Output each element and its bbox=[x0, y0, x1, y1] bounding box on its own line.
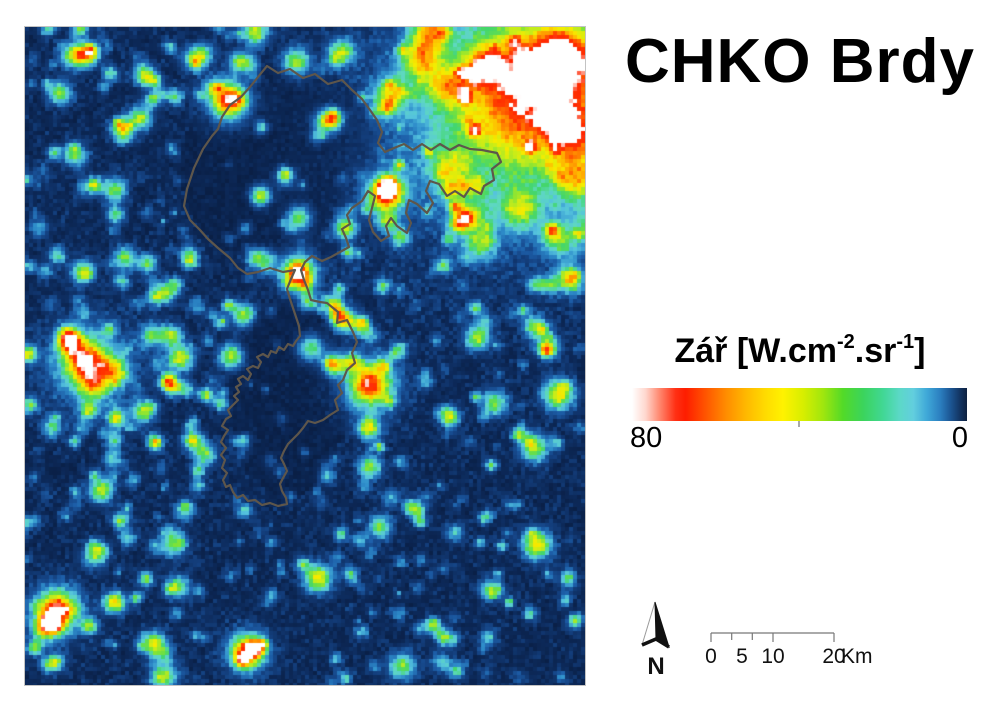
north-arrow-left-edge bbox=[641, 601, 656, 646]
legend-max-label: 80 bbox=[630, 422, 663, 454]
legend-title-sr: .sr bbox=[854, 332, 897, 370]
radiance-map bbox=[24, 26, 586, 686]
scale-unit-label: Km bbox=[841, 645, 873, 668]
scale-label-5: 5 bbox=[736, 645, 748, 668]
radiance-heatmap-canvas bbox=[25, 27, 585, 685]
north-arrow: N bbox=[641, 601, 670, 680]
scale-label-20: 20 bbox=[822, 645, 845, 668]
legend-title: Zář [W.cm-2.sr-1] bbox=[590, 330, 1000, 371]
chko-brdy-boundary-outline bbox=[182, 64, 503, 508]
legend-gradient-bar bbox=[632, 388, 967, 421]
chko-boundary-overlay bbox=[182, 64, 503, 508]
page-title: CHKO Brdy bbox=[624, 27, 976, 96]
legend-title-text: Zář [W.cm bbox=[674, 332, 837, 370]
legend-mid-tick bbox=[798, 421, 800, 427]
north-label: N bbox=[647, 653, 664, 680]
scale-label-10: 10 bbox=[761, 645, 784, 668]
legend-min-label: 0 bbox=[951, 422, 968, 454]
north-arrow-chevron bbox=[641, 637, 670, 649]
scale-bar-ticks bbox=[710, 632, 835, 642]
scale-bar: 0 5 10 20 Km bbox=[705, 632, 873, 668]
legend-title-sup-2: -2 bbox=[836, 330, 855, 353]
legend-title-sup-1: -1 bbox=[896, 330, 915, 353]
legend-labels: 80 0 bbox=[630, 422, 968, 455]
legend-title-bracket: ] bbox=[914, 332, 926, 370]
scale-label-0: 0 bbox=[705, 645, 717, 668]
